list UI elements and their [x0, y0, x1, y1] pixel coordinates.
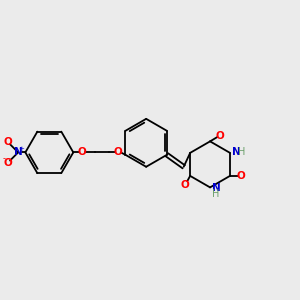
Text: N: N: [232, 147, 241, 157]
Text: N: N: [14, 147, 22, 158]
Text: O: O: [78, 147, 86, 158]
Text: -: -: [2, 154, 5, 163]
Text: O: O: [113, 147, 122, 158]
Text: O: O: [215, 130, 224, 141]
Text: O: O: [236, 171, 245, 181]
Text: H: H: [212, 189, 220, 199]
Text: O: O: [3, 158, 12, 168]
Text: +: +: [19, 146, 25, 152]
Text: N: N: [212, 183, 221, 194]
Text: O: O: [181, 179, 190, 190]
Text: O: O: [3, 137, 12, 147]
Text: H: H: [238, 147, 245, 157]
